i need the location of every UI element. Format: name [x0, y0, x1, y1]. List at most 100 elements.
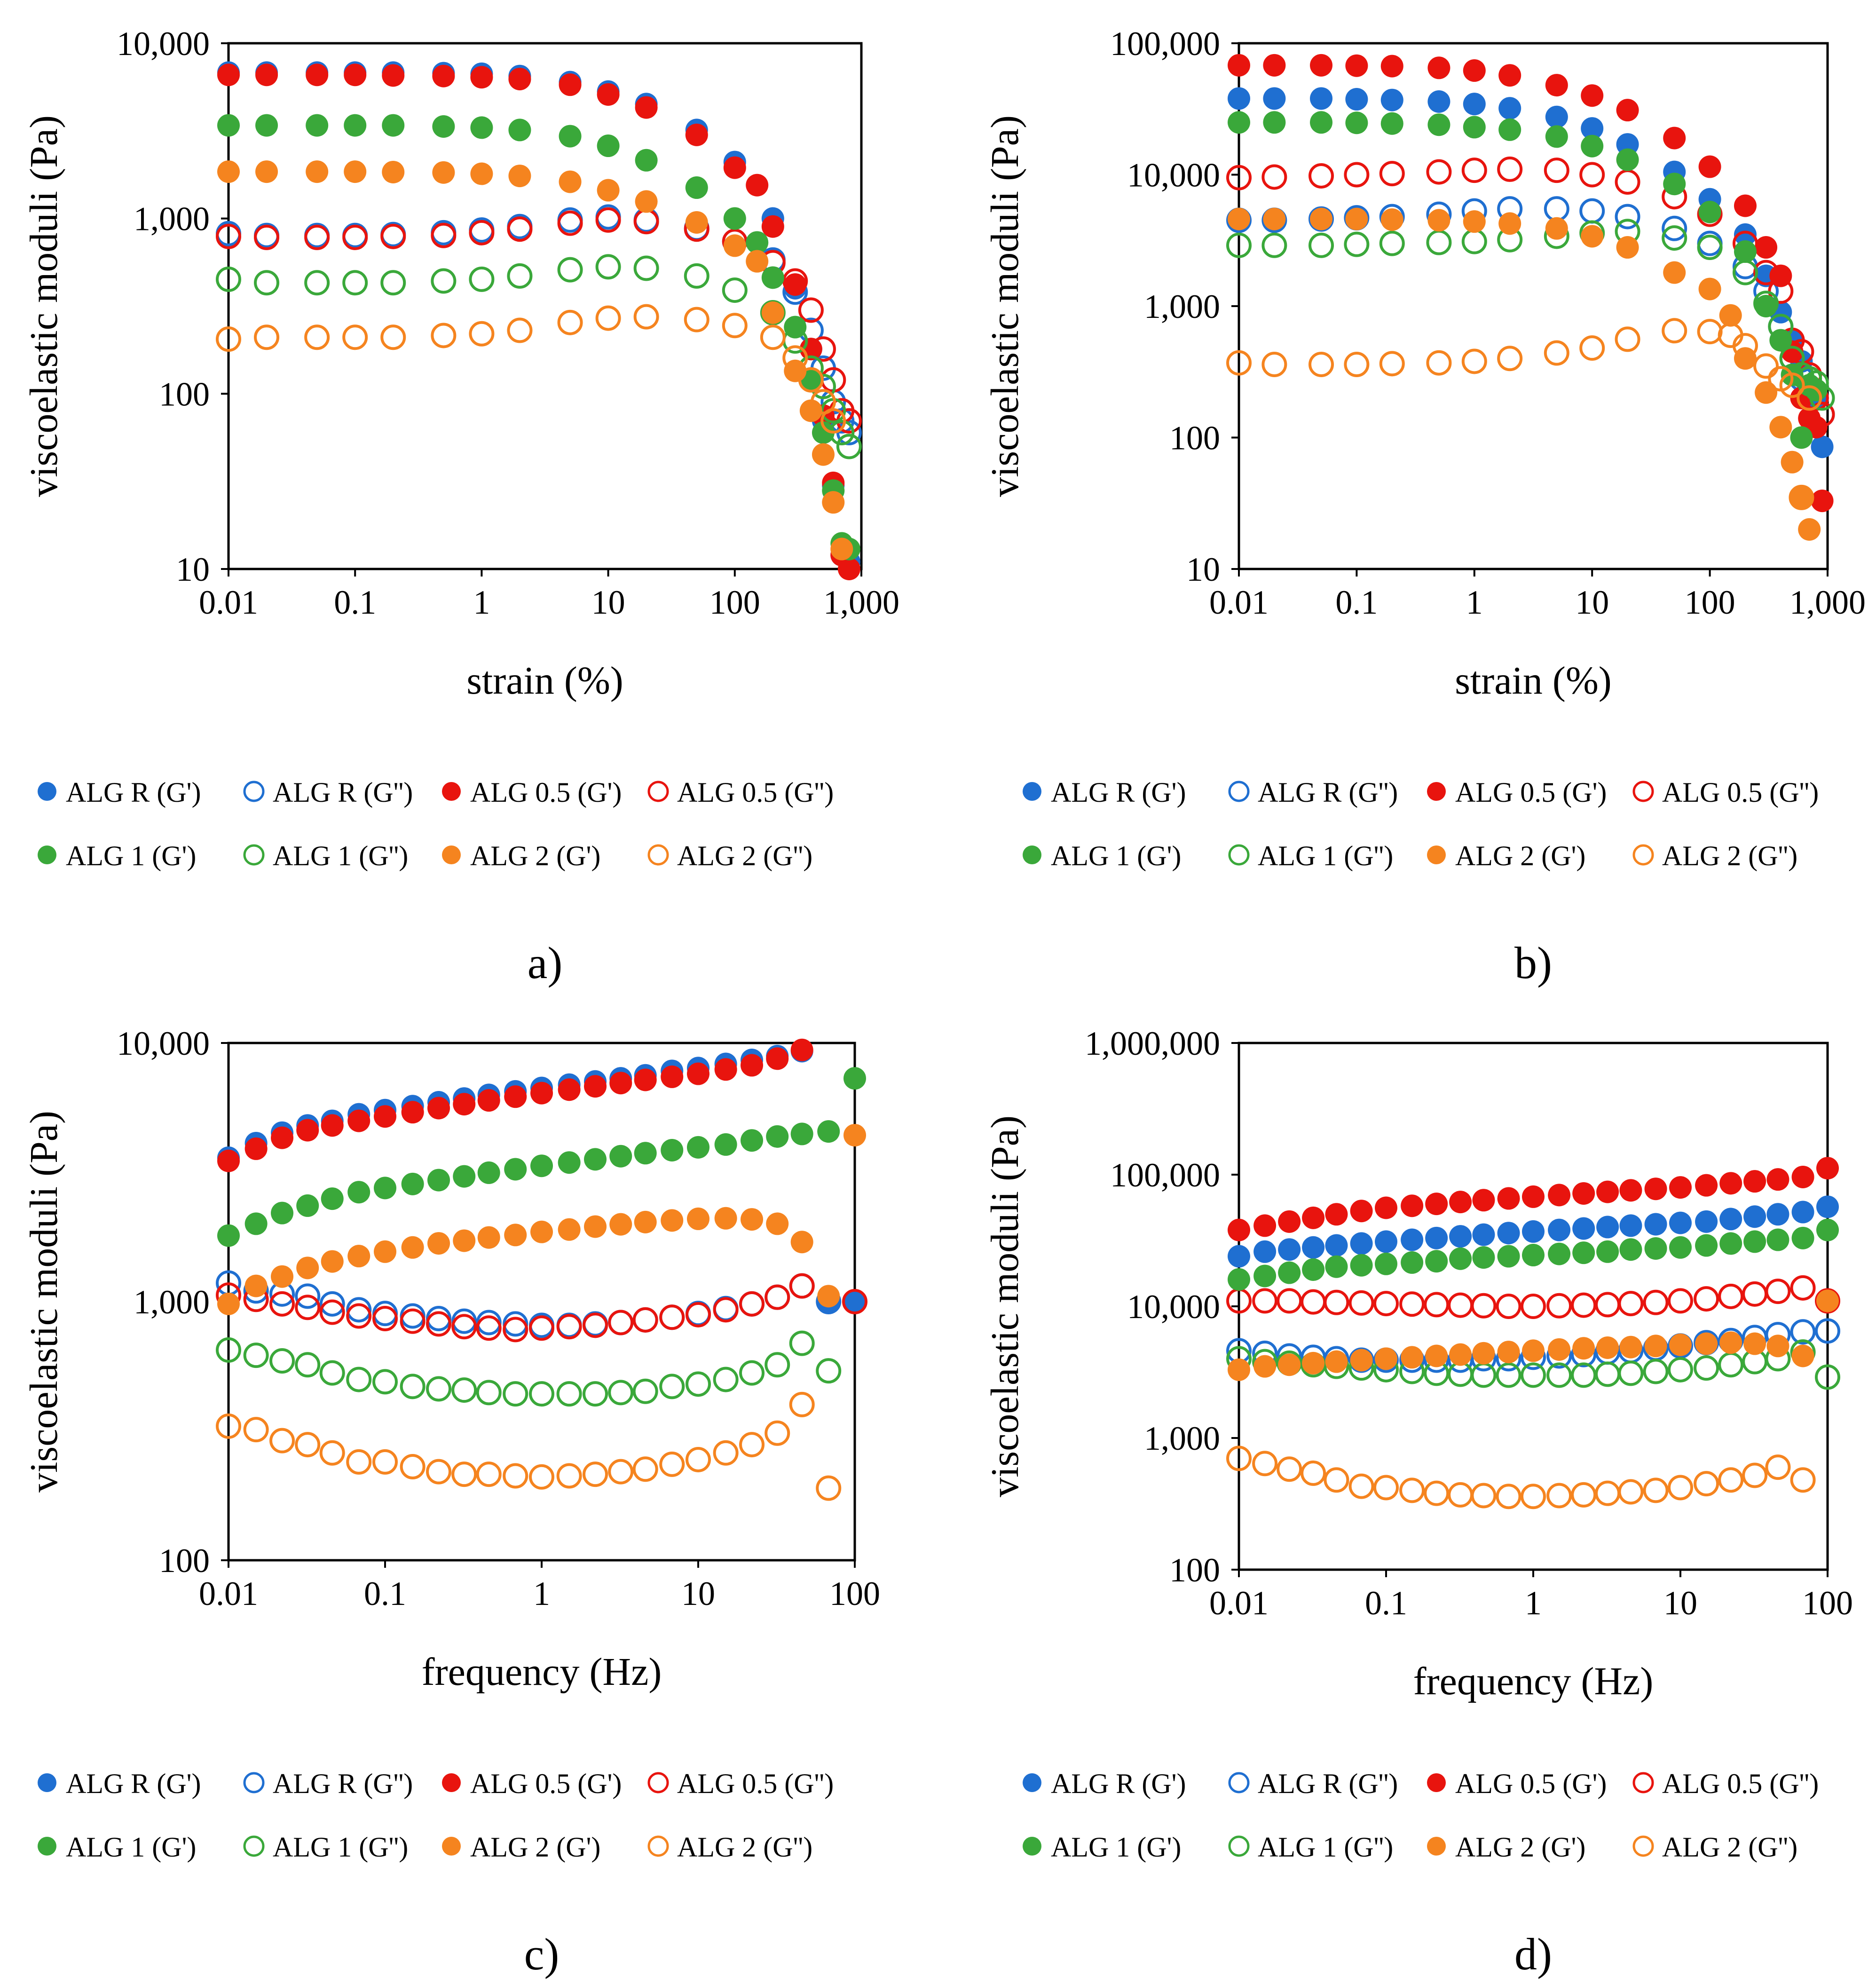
data-point — [810, 373, 836, 399]
data-point — [1263, 111, 1286, 134]
data-point — [723, 207, 746, 230]
data-point — [380, 270, 406, 296]
data-point — [817, 1285, 840, 1308]
data-point — [1521, 1362, 1546, 1388]
data-point — [382, 64, 405, 87]
legend-label: ALG 0.5 (G'') — [677, 777, 834, 808]
data-point — [1803, 370, 1829, 396]
legend-label: ALG R (G') — [66, 1768, 201, 1799]
data-point — [766, 1212, 789, 1235]
series-4 — [217, 1067, 866, 1247]
data-point — [1350, 1232, 1373, 1255]
data-point — [503, 1381, 528, 1407]
data-point — [304, 270, 330, 296]
data-point — [1228, 1358, 1250, 1381]
data-point — [304, 224, 330, 250]
data-point — [714, 1133, 737, 1156]
data-point — [1380, 55, 1403, 78]
data-point — [504, 1158, 527, 1181]
data-point — [1816, 1218, 1839, 1241]
data-point — [789, 1330, 815, 1356]
data-point — [1497, 1245, 1520, 1268]
legend-marker — [442, 1773, 461, 1792]
data-point — [1253, 1214, 1277, 1237]
data-point — [1616, 148, 1639, 171]
data-point — [1743, 1170, 1766, 1193]
data-point — [1228, 1245, 1250, 1268]
data-point — [217, 1292, 240, 1315]
data-point — [1278, 1261, 1301, 1284]
data-point — [216, 1413, 241, 1439]
legend-item: ALG 2 (G') — [1427, 840, 1585, 871]
y-tick-label: 1,000 — [134, 1283, 210, 1321]
data-point — [659, 1374, 685, 1399]
series-2 — [217, 63, 860, 580]
panel-label: d) — [1514, 1929, 1552, 1979]
data-point — [1595, 1361, 1621, 1387]
x-tick-label: 1 — [1466, 584, 1483, 621]
data-point — [1545, 125, 1568, 148]
data-point — [1426, 350, 1452, 376]
x-tick-label: 10 — [1575, 584, 1609, 621]
legend-label: ALG 2 (G') — [1455, 840, 1585, 871]
data-point — [632, 1307, 658, 1333]
data-point — [765, 1284, 790, 1310]
data-point — [1278, 1238, 1301, 1261]
data-point — [1548, 1184, 1571, 1207]
data-point — [346, 1367, 372, 1392]
data-point — [1472, 1342, 1495, 1365]
legend-item: ALG R (G') — [1023, 1768, 1186, 1799]
data-point — [1425, 1226, 1448, 1249]
data-point — [530, 1082, 553, 1105]
legend-marker — [1427, 1773, 1446, 1792]
data-point — [1325, 1350, 1348, 1373]
data-point — [842, 1289, 867, 1314]
data-point — [559, 170, 582, 193]
x-tick-label: 0.1 — [334, 584, 376, 621]
legend-marker — [1228, 844, 1250, 866]
data-point — [243, 1417, 269, 1443]
data-point — [1261, 352, 1287, 378]
data-point — [659, 1304, 685, 1330]
y-tick-label: 100 — [1169, 419, 1220, 457]
data-point — [1252, 1288, 1278, 1314]
legend-label: ALG 2 (G'') — [1662, 840, 1797, 871]
series-6 — [217, 160, 853, 561]
legend-marker — [1427, 782, 1446, 801]
series-7 — [1226, 1446, 1816, 1509]
data-point — [843, 1124, 866, 1147]
data-point — [1310, 111, 1333, 134]
x-tick-label: 0.1 — [364, 1575, 406, 1612]
series-7 — [1226, 318, 1822, 510]
data-point — [426, 1311, 452, 1337]
y-tick-label: 100 — [159, 375, 210, 413]
data-point — [1581, 134, 1604, 158]
data-point — [685, 176, 708, 199]
data-point — [1253, 1355, 1277, 1378]
data-point — [597, 83, 620, 106]
y-tick-label: 1,000,000 — [1085, 1025, 1220, 1062]
legend-marker — [647, 1772, 669, 1793]
legend-label: ALG 2 (G'') — [677, 1832, 812, 1863]
data-point — [380, 223, 406, 249]
legend-marker — [243, 1835, 265, 1857]
plot-frame — [227, 42, 863, 570]
data-point — [1345, 54, 1368, 77]
data-point — [714, 1058, 737, 1081]
data-point — [632, 1456, 658, 1482]
data-point — [1616, 236, 1639, 259]
data-point — [1344, 162, 1370, 188]
legend-label: ALG 1 (G'') — [273, 1832, 408, 1863]
data-point — [1734, 240, 1757, 263]
data-point — [741, 1129, 764, 1152]
x-tick-label: 0.01 — [1209, 584, 1269, 621]
legend-item: ALG R (G'') — [1228, 1768, 1398, 1799]
data-point — [1698, 277, 1721, 300]
data-point — [1345, 111, 1368, 134]
data-point — [722, 313, 748, 339]
legend-label: ALG R (G') — [1051, 777, 1186, 808]
data-point — [321, 1114, 344, 1137]
data-point — [1308, 232, 1334, 258]
data-point — [810, 389, 836, 415]
data-point — [1228, 1218, 1250, 1241]
